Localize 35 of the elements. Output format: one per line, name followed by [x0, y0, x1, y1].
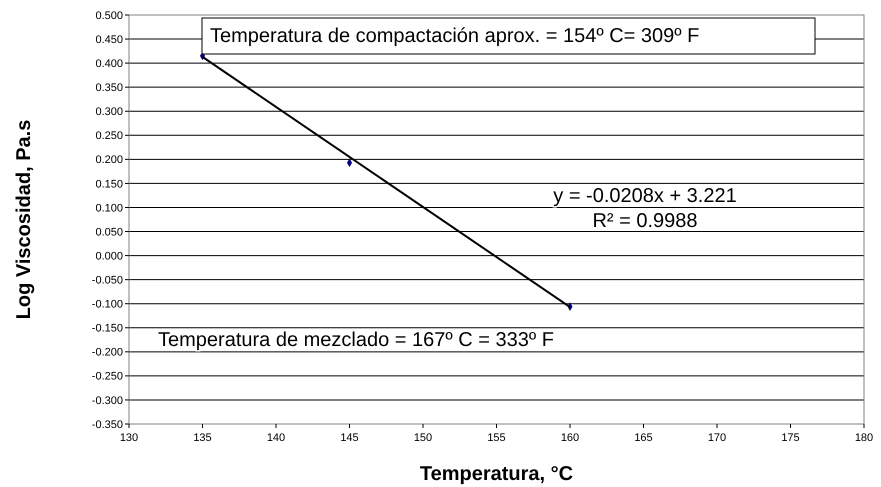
y-tick-label: 0.300 — [95, 106, 123, 118]
y-tick-label: 0.450 — [95, 34, 123, 46]
x-tick-label: 170 — [708, 432, 726, 444]
y-tick-label: -0.100 — [92, 298, 123, 311]
y-tick-label: 0.050 — [95, 226, 123, 238]
x-axis-title: Temperatura, °C — [420, 463, 574, 485]
y-tick-label: 0.350 — [95, 82, 123, 94]
x-tick-label: 135 — [193, 432, 212, 444]
x-tick-label: 140 — [266, 432, 286, 444]
y-tick-label: -0.050 — [92, 274, 123, 286]
y-tick-label: 0.250 — [95, 130, 123, 142]
x-tick-label: 150 — [414, 432, 432, 444]
y-tick-label: 0.150 — [95, 178, 123, 190]
y-tick-label: -0.200 — [92, 346, 123, 359]
x-tick-label: 160 — [560, 432, 580, 444]
y-tick-label: -0.300 — [92, 394, 123, 407]
y-tick-label: 0.200 — [95, 154, 123, 166]
x-tick-label: 165 — [634, 432, 653, 444]
annotation: Temperatura de mezclado = 167º C = 333º F — [158, 329, 554, 351]
y-tick-label: -0.150 — [92, 322, 123, 335]
x-tick-label: 180 — [854, 432, 874, 444]
annotation: Temperatura de compactación aprox. = 154º C= 309º F — [210, 25, 700, 47]
y-tick-label: -0.350 — [92, 418, 123, 431]
y-tick-label: -0.250 — [92, 370, 123, 383]
y-tick-label: 0.500 — [95, 10, 123, 22]
y-tick-label: 0.000 — [95, 250, 123, 262]
x-tick-label: 175 — [781, 432, 800, 444]
y-tick-label: 0.400 — [95, 58, 123, 70]
annotation: y = -0.0208x + 3.221 — [553, 185, 737, 207]
x-tick-label: 130 — [120, 432, 138, 444]
x-tick-label: 155 — [487, 432, 506, 444]
x-tick-label: 145 — [340, 432, 359, 444]
y-tick-label: 0.100 — [95, 202, 123, 214]
y-axis-title: Log Viscosidad, Pa.s — [13, 120, 35, 320]
annotation: R² = 0.9988 — [592, 210, 698, 232]
